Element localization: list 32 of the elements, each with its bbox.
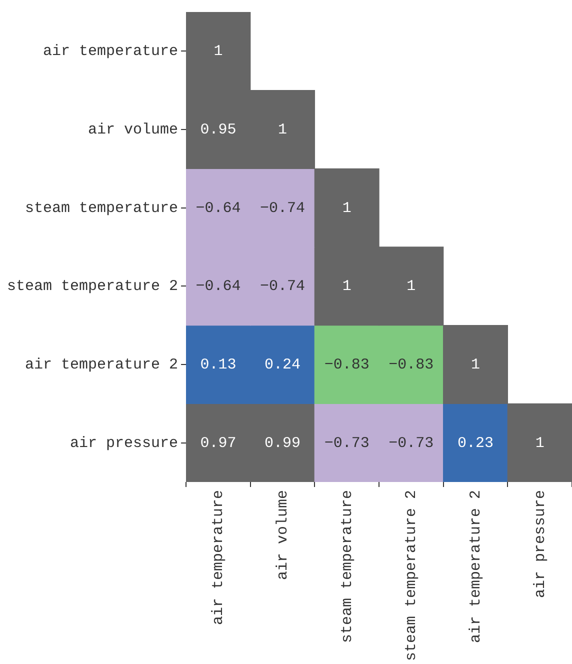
x-tick-label: air pressure <box>532 490 549 598</box>
x-tick-label: air volume <box>274 490 292 580</box>
y-tick-label: air volume <box>88 121 178 138</box>
x-tick-label: steam temperature <box>338 490 356 644</box>
data-label: 0.13 <box>200 356 236 374</box>
y-tick-label: steam temperature <box>24 200 178 217</box>
x-tick-label: steam temperature 2 <box>403 490 420 662</box>
data-label: −0.73 <box>324 434 370 452</box>
y-tick-label: steam temperature 2 <box>6 278 178 296</box>
y-tick-label: air temperature <box>42 43 178 60</box>
data-label: 1 <box>471 356 480 374</box>
data-label: −0.73 <box>388 434 434 452</box>
y-tick-label: air temperature 2 <box>24 356 178 374</box>
data-label: 1 <box>406 278 416 296</box>
data-label: 1 <box>535 434 544 452</box>
data-label: 0.24 <box>264 356 301 374</box>
data-label: −0.74 <box>260 278 306 296</box>
data-label: 0.23 <box>458 434 494 452</box>
data-label: 1 <box>342 278 352 296</box>
data-label: 1 <box>278 121 288 138</box>
data-label: −0.74 <box>260 200 306 217</box>
data-label: 0.99 <box>264 434 301 452</box>
data-label: −0.83 <box>388 356 434 374</box>
y-tick-label: air pressure <box>70 434 178 452</box>
data-label: 0.97 <box>200 434 236 452</box>
data-label: 1 <box>342 200 352 217</box>
data-label: −0.64 <box>196 200 241 217</box>
data-label: 0.95 <box>200 121 236 138</box>
data-label: −0.83 <box>324 356 370 374</box>
data-label: −0.64 <box>196 278 241 296</box>
x-tick-label: air temperature 2 <box>467 490 484 644</box>
data-label: 1 <box>214 43 223 60</box>
